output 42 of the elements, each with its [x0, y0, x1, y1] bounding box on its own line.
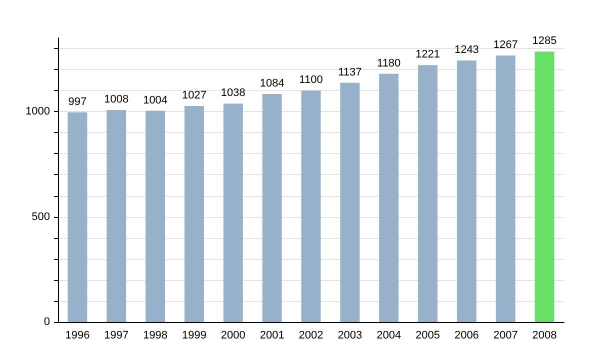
data-label: 1038 — [220, 87, 246, 100]
data-label: 1100 — [299, 74, 323, 86]
x-tick-label: 1998 — [143, 330, 168, 342]
bar — [106, 110, 126, 322]
bar — [223, 104, 243, 322]
data-label: 1285 — [532, 35, 557, 48]
bar — [68, 112, 88, 322]
data-label: 1137 — [338, 66, 362, 78]
y-tick-label: 1000 — [26, 106, 50, 118]
data-label: 1008 — [104, 93, 129, 106]
x-tick-label: 2003 — [338, 330, 362, 342]
bar — [262, 94, 282, 322]
x-tick-label: 2002 — [298, 330, 324, 342]
x-tick-label: 2000 — [220, 330, 246, 342]
x-tick-label: 1997 — [104, 330, 129, 342]
data-label: 1221 — [416, 48, 440, 61]
bar — [301, 90, 321, 322]
x-tick-label: 1996 — [65, 330, 90, 342]
x-tick-label: 2001 — [260, 330, 284, 342]
x-tick-label: 1999 — [182, 330, 206, 342]
bar — [534, 52, 554, 322]
bar — [379, 74, 399, 322]
data-label: 1180 — [377, 57, 401, 70]
bar — [184, 106, 204, 322]
bar — [496, 55, 516, 322]
data-label: 1004 — [143, 94, 168, 106]
data-label: 997 — [68, 96, 87, 108]
bar — [146, 110, 166, 322]
bar — [456, 60, 476, 322]
data-label: 1027 — [182, 89, 206, 102]
bar — [340, 82, 360, 322]
data-label: 1267 — [493, 38, 518, 51]
data-label: 1243 — [454, 44, 479, 56]
y-tick-label: 0 — [44, 316, 50, 328]
x-tick-label: 2007 — [493, 330, 518, 342]
x-tick-label: 2006 — [454, 330, 479, 342]
bar — [418, 65, 438, 322]
y-tick-label: 500 — [32, 210, 50, 223]
x-tick-label: 2005 — [416, 330, 440, 342]
data-label: 1084 — [260, 77, 284, 90]
x-tick-label: 2008 — [532, 330, 557, 342]
x-tick-label: 2004 — [376, 330, 402, 342]
